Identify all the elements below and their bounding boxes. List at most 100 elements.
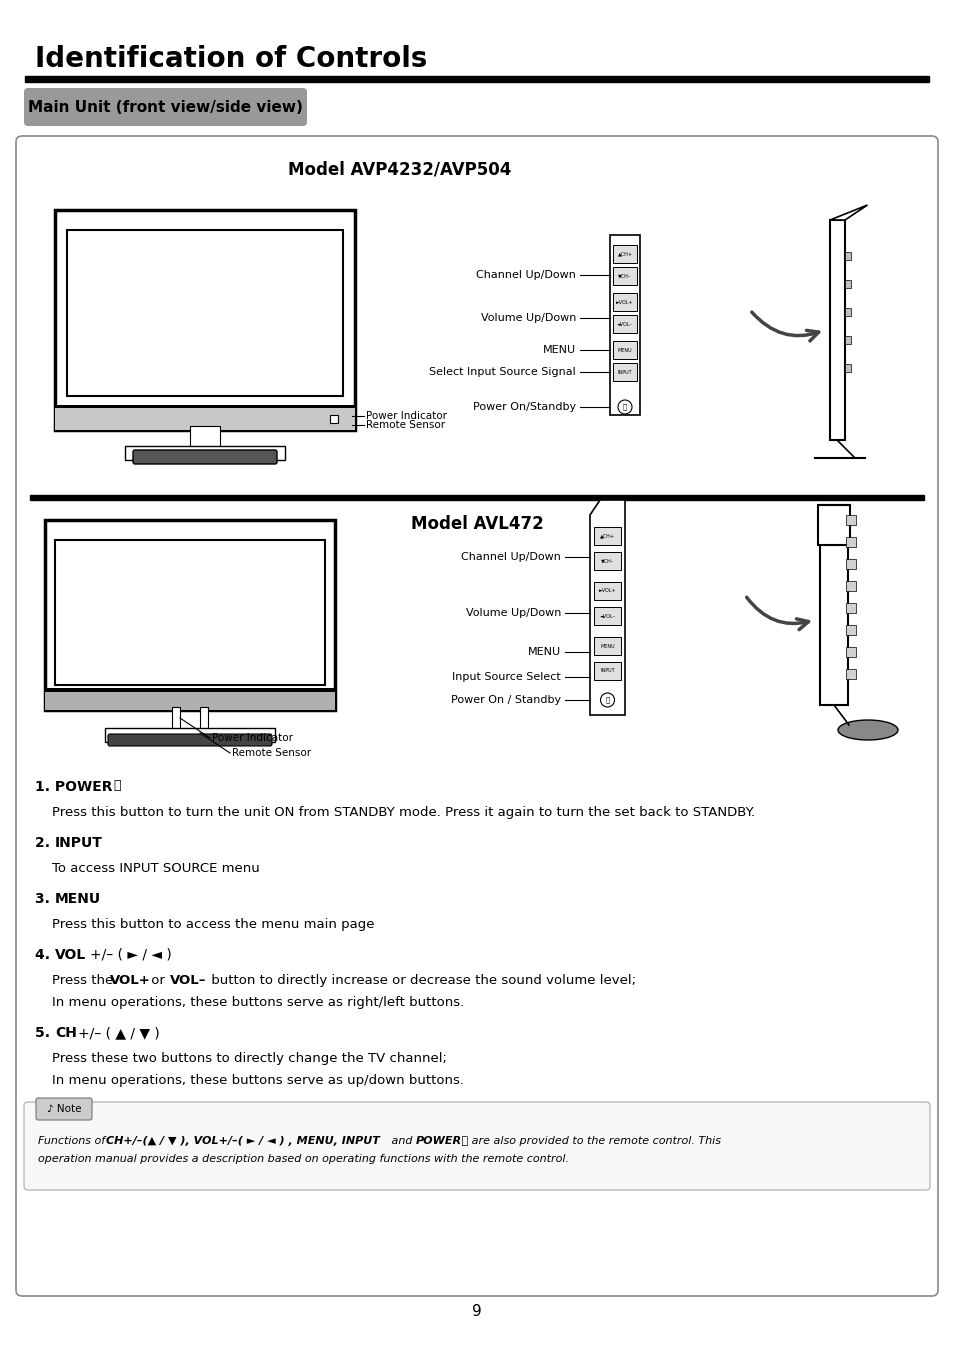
Text: Model AVL472: Model AVL472 [410, 514, 543, 533]
Bar [844, 336, 850, 344]
Text: CH: CH [55, 1026, 77, 1040]
FancyBboxPatch shape [108, 734, 272, 747]
Bar [594, 637, 620, 655]
Bar [125, 446, 285, 460]
Text: ⏻ are also provided to the remote control. This: ⏻ are also provided to the remote contro… [457, 1135, 720, 1146]
Bar [594, 608, 620, 625]
Text: and: and [388, 1135, 416, 1146]
Polygon shape [829, 205, 866, 220]
Bar [844, 279, 850, 288]
Text: 5.: 5. [35, 1026, 55, 1040]
Bar [844, 252, 850, 261]
Text: Channel Up/Down: Channel Up/Down [460, 552, 560, 562]
Text: VOL–: VOL– [170, 973, 206, 987]
Bar [55, 540, 325, 684]
Text: MENU: MENU [599, 644, 614, 648]
Text: ⏻: ⏻ [622, 404, 626, 410]
Bar [613, 244, 637, 263]
Bar [845, 647, 855, 657]
Bar [844, 364, 850, 373]
Text: or: or [147, 973, 169, 987]
Text: ▼CH–: ▼CH– [600, 559, 614, 563]
Text: button to directly increase or decrease the sound volume level;: button to directly increase or decrease … [207, 973, 636, 987]
Ellipse shape [837, 720, 897, 740]
Text: ◄VOL–: ◄VOL– [598, 613, 615, 618]
Text: Identification of Controls: Identification of Controls [35, 45, 427, 73]
Text: Power Indicator: Power Indicator [212, 733, 293, 743]
Text: operation manual provides a description based on operating functions with the re: operation manual provides a description … [38, 1154, 568, 1164]
Bar [594, 552, 620, 570]
Text: +/– ( ► / ◄ ): +/– ( ► / ◄ ) [90, 948, 172, 963]
Text: In menu operations, these buttons serve as up/down buttons.: In menu operations, these buttons serve … [52, 1075, 463, 1087]
Bar [45, 520, 335, 710]
Text: POWER: POWER [416, 1135, 461, 1146]
Bar [817, 505, 849, 545]
Text: Press this button to access the menu main page: Press this button to access the menu mai… [52, 918, 375, 932]
Text: Press this button to turn the unit ON from STANDBY mode. Press it again to turn : Press this button to turn the unit ON fr… [52, 806, 755, 819]
Bar [845, 603, 855, 613]
Text: ◄VOL–: ◄VOL– [617, 321, 633, 327]
Text: ⏻: ⏻ [112, 779, 120, 792]
Text: ▼CH–: ▼CH– [618, 274, 631, 278]
Bar [845, 625, 855, 634]
Bar [190, 427, 220, 448]
Text: Power On/Standby: Power On/Standby [473, 402, 576, 412]
Text: In menu operations, these buttons serve as right/left buttons.: In menu operations, these buttons serve … [52, 996, 464, 1008]
Bar [55, 405, 355, 408]
Bar [845, 580, 855, 591]
Text: Power Indicator: Power Indicator [366, 410, 447, 421]
Bar [45, 693, 335, 710]
Bar [613, 363, 637, 381]
Bar [613, 267, 637, 285]
FancyBboxPatch shape [132, 450, 276, 464]
Bar [172, 707, 180, 730]
Text: 4.: 4. [35, 948, 55, 963]
Bar [829, 220, 844, 440]
Bar [613, 315, 637, 333]
Text: +/– ( ▲ / ▼ ): +/– ( ▲ / ▼ ) [78, 1026, 159, 1040]
Bar [820, 505, 847, 705]
Bar [613, 293, 637, 310]
Text: Functions of: Functions of [38, 1135, 109, 1146]
Text: ♪ Note: ♪ Note [47, 1104, 81, 1114]
Text: MENU: MENU [617, 347, 632, 352]
Bar [25, 76, 928, 82]
Text: ▲CH+: ▲CH+ [617, 251, 632, 256]
Text: Press these two buttons to directly change the TV channel;: Press these two buttons to directly chan… [52, 1052, 446, 1065]
Bar [845, 537, 855, 547]
Bar [200, 707, 208, 730]
Circle shape [618, 400, 631, 414]
Text: ⏻: ⏻ [605, 697, 609, 703]
Bar [105, 728, 274, 743]
Text: Power On / Standby: Power On / Standby [451, 695, 560, 705]
Text: 2.: 2. [35, 836, 55, 850]
Text: INPUT: INPUT [599, 668, 614, 674]
Text: Press the: Press the [52, 973, 117, 987]
Bar [67, 230, 343, 396]
Text: Select Input Source Signal: Select Input Source Signal [429, 367, 576, 377]
Bar [613, 342, 637, 359]
Circle shape [599, 693, 614, 707]
Text: ▲CH+: ▲CH+ [599, 533, 615, 539]
Bar [30, 495, 923, 500]
Bar [845, 514, 855, 525]
FancyBboxPatch shape [24, 1102, 929, 1189]
Polygon shape [589, 500, 624, 716]
Text: MENU: MENU [527, 647, 560, 657]
Text: Volume Up/Down: Volume Up/Down [480, 313, 576, 323]
Text: Model AVP4232/AVP504: Model AVP4232/AVP504 [288, 161, 511, 178]
FancyBboxPatch shape [24, 88, 307, 126]
Text: Remote Sensor: Remote Sensor [232, 748, 311, 757]
Text: Input Source Select: Input Source Select [452, 672, 560, 682]
Text: To access INPUT SOURCE menu: To access INPUT SOURCE menu [52, 863, 259, 875]
Text: Volume Up/Down: Volume Up/Down [465, 608, 560, 618]
Text: ►VOL+: ►VOL+ [598, 589, 616, 594]
Bar [55, 211, 355, 431]
Bar [845, 670, 855, 679]
Bar [845, 559, 855, 568]
Text: INPUT: INPUT [617, 370, 632, 374]
Text: Channel Up/Down: Channel Up/Down [476, 270, 576, 279]
Bar [609, 235, 639, 414]
Bar [594, 582, 620, 599]
Text: 9: 9 [472, 1304, 481, 1319]
